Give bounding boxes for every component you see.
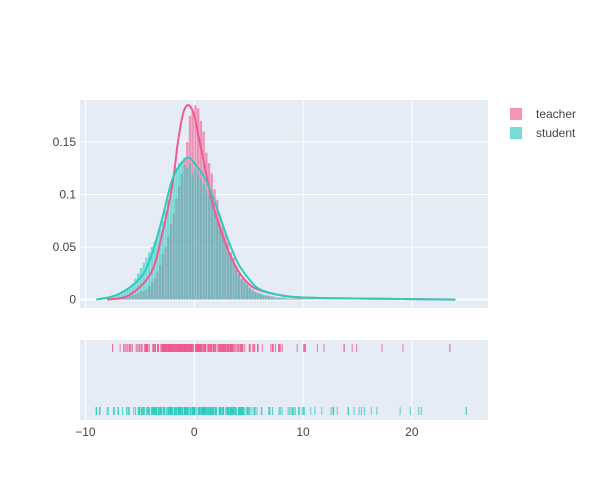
histogram-bar-student: [259, 293, 262, 300]
histogram-bar-student: [284, 297, 287, 300]
histogram-bar-student: [289, 298, 292, 300]
histogram-bar-student: [210, 199, 213, 300]
histogram-bar-student: [194, 168, 197, 300]
histogram-bar-student: [109, 296, 113, 300]
histogram-bar-student: [186, 168, 189, 300]
x-tick-label: −10: [75, 425, 96, 439]
histogram-bar-student: [226, 252, 230, 300]
rug-plot-area: [80, 340, 488, 420]
histogram-bar-student: [112, 295, 116, 300]
histogram-bar-student: [305, 298, 309, 300]
histogram-bar-student: [232, 262, 235, 300]
histogram-bar-student: [205, 189, 208, 300]
histogram-bar-student: [213, 210, 216, 300]
histogram-bar-student: [243, 280, 246, 300]
histogram-bar-student: [218, 226, 222, 300]
histogram-bar-student: [311, 298, 314, 300]
histogram-bar-student: [150, 247, 154, 300]
histogram-bar-student: [153, 241, 156, 300]
histogram-bar-student: [120, 291, 124, 300]
histogram-bar-student: [207, 194, 211, 300]
histogram-bar-student: [196, 173, 200, 300]
histogram-bar-student: [248, 286, 252, 300]
histogram-bar-student: [126, 289, 129, 300]
histogram-bar-student: [156, 236, 159, 300]
histogram-bar-student: [161, 220, 165, 300]
histogram-bar-student: [294, 298, 298, 300]
x-tick-label: 10: [296, 425, 310, 439]
histogram-bar-student: [134, 278, 137, 300]
histogram-bar-student: [167, 199, 170, 300]
histogram-bar-student: [115, 294, 118, 300]
histogram-bar-student: [262, 294, 265, 300]
y-tick-label: 0.15: [53, 135, 77, 149]
x-tick-label: 0: [191, 425, 198, 439]
legend-swatch-student[interactable]: [510, 127, 522, 139]
histogram-bar-student: [245, 283, 249, 300]
histogram-bar-student: [286, 298, 290, 300]
x-tick-label: 20: [405, 425, 419, 439]
histogram-bar-student: [183, 165, 186, 300]
histogram-bar-student: [175, 168, 178, 300]
histogram-bar-student: [275, 297, 279, 300]
histogram-bar-student: [256, 292, 260, 300]
histogram-bar-student: [251, 289, 254, 300]
histogram-bar-student: [237, 274, 241, 300]
histogram-bar-student: [158, 228, 162, 300]
histogram-bar-student: [267, 295, 271, 300]
histogram-bar-student: [202, 184, 205, 300]
histogram-bar-student: [118, 293, 121, 300]
kde-curve-layer: [96, 104, 456, 301]
axis-ticks: 0 0.05 0.1 0.15 −10 0 10 20: [53, 135, 419, 439]
histogram-bar-student: [273, 296, 276, 300]
histogram-bar-student: [188, 163, 192, 300]
y-tick-label: 0.05: [53, 240, 77, 254]
histogram-bar-student: [300, 298, 303, 300]
kde-curve-student: [96, 156, 456, 301]
histogram-bar-student: [142, 262, 145, 300]
histogram-bar-student: [128, 286, 132, 300]
histogram-bar-student: [235, 270, 238, 300]
legend-swatch-teacher[interactable]: [510, 108, 522, 120]
histogram-bar-student: [308, 298, 311, 300]
y-tick-label: 0.1: [59, 188, 76, 202]
legend[interactable]: teacher student: [510, 107, 576, 140]
histogram-bar-student: [270, 296, 273, 300]
histogram-bar-student: [180, 160, 184, 300]
histogram-bar-student: [281, 297, 284, 300]
histogram-bar-student: [191, 173, 194, 300]
histogram-bar-student: [278, 297, 281, 300]
legend-label-teacher[interactable]: teacher: [536, 107, 576, 121]
histogram-bar-student: [216, 220, 219, 300]
histogram-bar-student: [199, 178, 203, 300]
histogram-bar-student: [177, 163, 181, 300]
rug-marks-layer: [95, 344, 467, 415]
histogram-bar-student: [254, 291, 257, 300]
histogram-bar-student: [229, 257, 233, 300]
histogram-bar-student: [292, 298, 295, 300]
histogram-bar-student: [172, 178, 175, 300]
histogram-bar-student: [221, 231, 224, 300]
y-tick-label: 0: [69, 293, 76, 307]
histogram-bar-student: [297, 298, 301, 300]
histogram-bar-student: [164, 210, 167, 300]
histogram-bar-student: [123, 290, 126, 300]
legend-label-student[interactable]: student: [536, 126, 576, 140]
histogram-bar-student: [303, 298, 306, 300]
histogram-bar-student: [169, 189, 173, 300]
histogram-bar-student: [139, 268, 143, 300]
histogram-bar-student: [240, 278, 243, 300]
histogram-bar-student: [137, 273, 140, 300]
histogram-bar-student: [264, 295, 268, 300]
histogram-bar-student: [224, 241, 227, 300]
